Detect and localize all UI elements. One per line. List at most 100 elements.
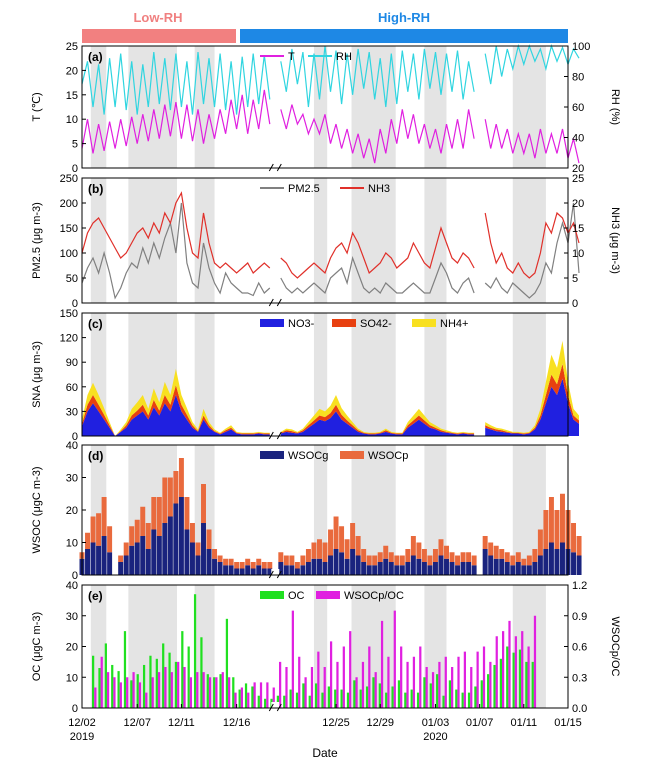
bar-wsocp-oc (482, 646, 486, 708)
bar-wsocp-oc (323, 667, 326, 708)
bar-oc (404, 692, 407, 708)
bar-wsocp (460, 552, 466, 562)
bar-oc (334, 689, 337, 708)
y-tick-label-right: 20 (572, 198, 584, 210)
y-tick-label-right: 0 (572, 298, 578, 310)
y-tick-label: 30 (66, 406, 78, 418)
y-tick-label: 10 (66, 538, 78, 550)
bar-wsocp (234, 562, 240, 569)
y-axis-label-right: WSOCp/OC (609, 617, 621, 677)
bar-wsocg (388, 562, 394, 575)
y-axis-label: PM2.5 (μg m-3) (31, 202, 43, 279)
bar-wsocp-oc (196, 672, 199, 708)
y-tick-label: 250 (60, 173, 78, 185)
bar-oc (251, 686, 254, 708)
bar-wsocp-oc (151, 677, 154, 708)
bar-oc (359, 689, 362, 708)
bar-wsocp-oc (355, 677, 358, 708)
bar-oc (276, 695, 280, 708)
x-tick-label: 01/03 (422, 717, 450, 729)
bar-oc (493, 664, 496, 708)
bar-wsocp (444, 545, 449, 559)
legend-label: OC (288, 590, 305, 602)
bar-wsocp (129, 526, 135, 546)
panel-e: 0 10 20 30 40 0.0 0.3 0.6 0.9 1.2 (e) OC (μgC m-3) W… (31, 580, 621, 715)
bar-oc (455, 689, 458, 708)
bar-oc (123, 631, 127, 708)
y-axis-label-right: RH (%) (609, 89, 621, 125)
bar-oc (257, 695, 260, 708)
bar-oc (295, 692, 299, 708)
y-tick-label: 0 (72, 570, 78, 582)
bar-wsocp (449, 552, 455, 562)
bar-wsocp (300, 555, 306, 566)
bar-wsocg (145, 549, 151, 575)
bar-wsocg (427, 565, 433, 575)
bar-oc (429, 683, 432, 708)
x-tick-label: 12/11 (168, 717, 195, 729)
bar-wsocp (576, 536, 582, 556)
bar-wsocp-oc (100, 656, 103, 708)
y-tick-label: 0 (72, 703, 78, 715)
bar-oc (467, 692, 471, 708)
bar-wsocp-oc (419, 646, 422, 708)
y-axis-label: T (℃) (31, 92, 43, 121)
bar-wsocp-oc (489, 661, 492, 708)
x-tick-label: 12/25 (322, 717, 350, 729)
y-tick-label-right: 15 (572, 223, 584, 235)
bar-wsocp (283, 555, 289, 566)
bar-wsocp (504, 552, 510, 562)
bar-wsocg (289, 565, 295, 575)
bar-oc (162, 643, 165, 708)
bar-wsocp-oc (470, 667, 473, 708)
y-tick-label: 60 (66, 382, 78, 394)
y-tick-label-right: 40 (572, 133, 584, 145)
y-tick-label: 10 (66, 114, 78, 126)
bar-wsocp (377, 552, 383, 562)
bar-wsocg (410, 555, 416, 575)
bar-wsocg (245, 565, 251, 575)
bar-wsocp-oc (157, 672, 161, 708)
bar-wsocp-oc (145, 692, 148, 708)
series-t-line (81, 89, 580, 164)
bar-wsocp-oc (291, 610, 294, 708)
legend-swatch (340, 451, 364, 459)
bar-wsocg (129, 545, 135, 575)
y-tick-label: 90 (66, 357, 78, 369)
bar-wsocp (548, 497, 554, 543)
bar-wsocg (101, 536, 107, 575)
legend-label: SO42- (360, 318, 392, 330)
bar-wsocp-oc (285, 667, 288, 708)
bar-wsocp (278, 552, 284, 562)
bar-oc (174, 661, 178, 708)
legend-label: T (288, 51, 295, 63)
bar-oc (480, 680, 483, 708)
y-tick-label: 0 (72, 431, 78, 443)
bar-wsocg (405, 562, 411, 575)
bar-wsocg (361, 562, 367, 575)
bar-oc (193, 594, 197, 708)
bar-wsocg (217, 562, 223, 575)
bar-wsocp-oc (208, 677, 212, 708)
bar-wsocp (521, 558, 527, 566)
bar-wsocp (432, 549, 438, 562)
legend-label: WSOCp (368, 450, 408, 462)
x-tick-label: 12/29 (366, 717, 394, 729)
bar-wsocp (537, 529, 543, 556)
bar-wsocp (355, 536, 361, 556)
shaded-band (351, 313, 396, 436)
period-bars: Low-RH High-RH (82, 10, 568, 43)
bar-wsocg (510, 565, 516, 575)
bar-wsocp-oc (164, 667, 167, 708)
shaded-band (194, 46, 215, 168)
bar-wsocg (333, 549, 339, 575)
bar-wsocp (383, 545, 389, 559)
bar-wsocp (339, 526, 345, 553)
bar-wsocg (355, 555, 361, 575)
y-axis-label: OC (μgC m-3) (31, 612, 43, 681)
bar-wsocp (245, 558, 251, 566)
bar-oc (321, 692, 324, 708)
bar-wsocp-oc (393, 610, 396, 708)
shaded-band (313, 313, 328, 436)
